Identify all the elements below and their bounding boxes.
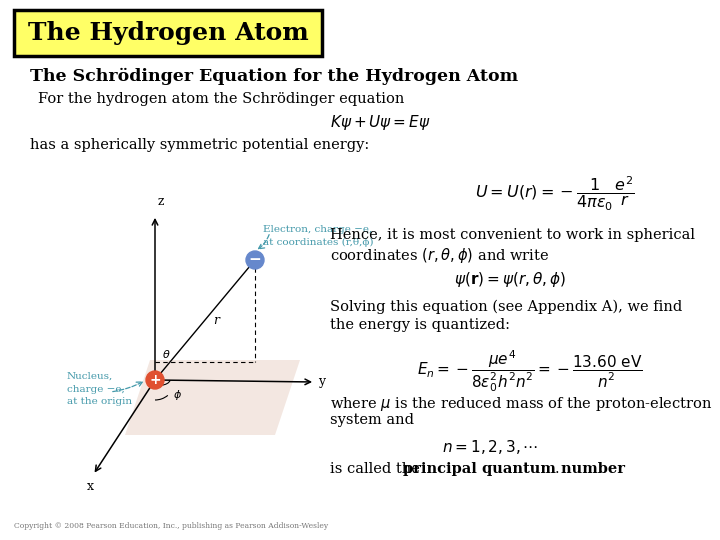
Text: For the hydrogen atom the Schrödinger equation: For the hydrogen atom the Schrödinger eq… bbox=[38, 92, 405, 106]
Text: where $\mu$ is the reduced mass of the proton-electron: where $\mu$ is the reduced mass of the p… bbox=[330, 395, 712, 413]
Text: has a spherically symmetric potential energy:: has a spherically symmetric potential en… bbox=[30, 138, 369, 152]
Text: +: + bbox=[149, 373, 161, 387]
Text: x: x bbox=[87, 480, 94, 493]
Text: $n = 1, 2, 3, \cdots$: $n = 1, 2, 3, \cdots$ bbox=[442, 438, 538, 456]
FancyBboxPatch shape bbox=[14, 10, 322, 56]
Text: coordinates $(r, \theta, \phi)$ and write: coordinates $(r, \theta, \phi)$ and writ… bbox=[330, 246, 549, 265]
Text: The Hydrogen Atom: The Hydrogen Atom bbox=[27, 21, 308, 45]
Polygon shape bbox=[125, 360, 300, 435]
Circle shape bbox=[246, 251, 264, 269]
Text: −: − bbox=[248, 253, 261, 267]
Text: Hence, it is most convenient to work in spherical: Hence, it is most convenient to work in … bbox=[330, 228, 695, 242]
Text: Copyright © 2008 Pearson Education, Inc., publishing as Pearson Addison-Wesley: Copyright © 2008 Pearson Education, Inc.… bbox=[14, 522, 328, 530]
Text: $E_n = -\dfrac{\mu e^4}{8\epsilon_0^2 h^2 n^2} = -\dfrac{13.60\text{ eV}}{n^2}$: $E_n = -\dfrac{\mu e^4}{8\epsilon_0^2 h^… bbox=[417, 348, 643, 394]
Text: z: z bbox=[158, 195, 164, 208]
Text: $\theta$: $\theta$ bbox=[162, 348, 171, 360]
Text: .: . bbox=[555, 462, 559, 476]
Text: $\phi$: $\phi$ bbox=[173, 388, 182, 402]
Text: r: r bbox=[213, 314, 219, 327]
Text: The Schrödinger Equation for the Hydrogen Atom: The Schrödinger Equation for the Hydroge… bbox=[30, 68, 518, 85]
Text: $\psi(\mathbf{r}) = \psi(r, \theta, \phi)$: $\psi(\mathbf{r}) = \psi(r, \theta, \phi… bbox=[454, 270, 566, 289]
Text: Solving this equation (see Appendix A), we find: Solving this equation (see Appendix A), … bbox=[330, 300, 683, 314]
Text: y: y bbox=[318, 375, 325, 388]
Circle shape bbox=[146, 371, 164, 389]
Text: the energy is quantized:: the energy is quantized: bbox=[330, 318, 510, 332]
Text: Electron, charge −e,
at coordinates (r,θ,ϕ): Electron, charge −e, at coordinates (r,θ… bbox=[263, 225, 374, 247]
Text: $K\psi + U\psi = E\psi$: $K\psi + U\psi = E\psi$ bbox=[330, 113, 431, 132]
Text: Nucleus,
charge −e,
at the origin: Nucleus, charge −e, at the origin bbox=[67, 372, 132, 406]
Text: principal quantum number: principal quantum number bbox=[403, 462, 625, 476]
Text: is called the: is called the bbox=[330, 462, 425, 476]
Text: system and: system and bbox=[330, 413, 414, 427]
Text: $U = U(r) = -\dfrac{1}{4\pi\epsilon_0}\dfrac{e^2}{r}$: $U = U(r) = -\dfrac{1}{4\pi\epsilon_0}\d… bbox=[475, 175, 635, 213]
